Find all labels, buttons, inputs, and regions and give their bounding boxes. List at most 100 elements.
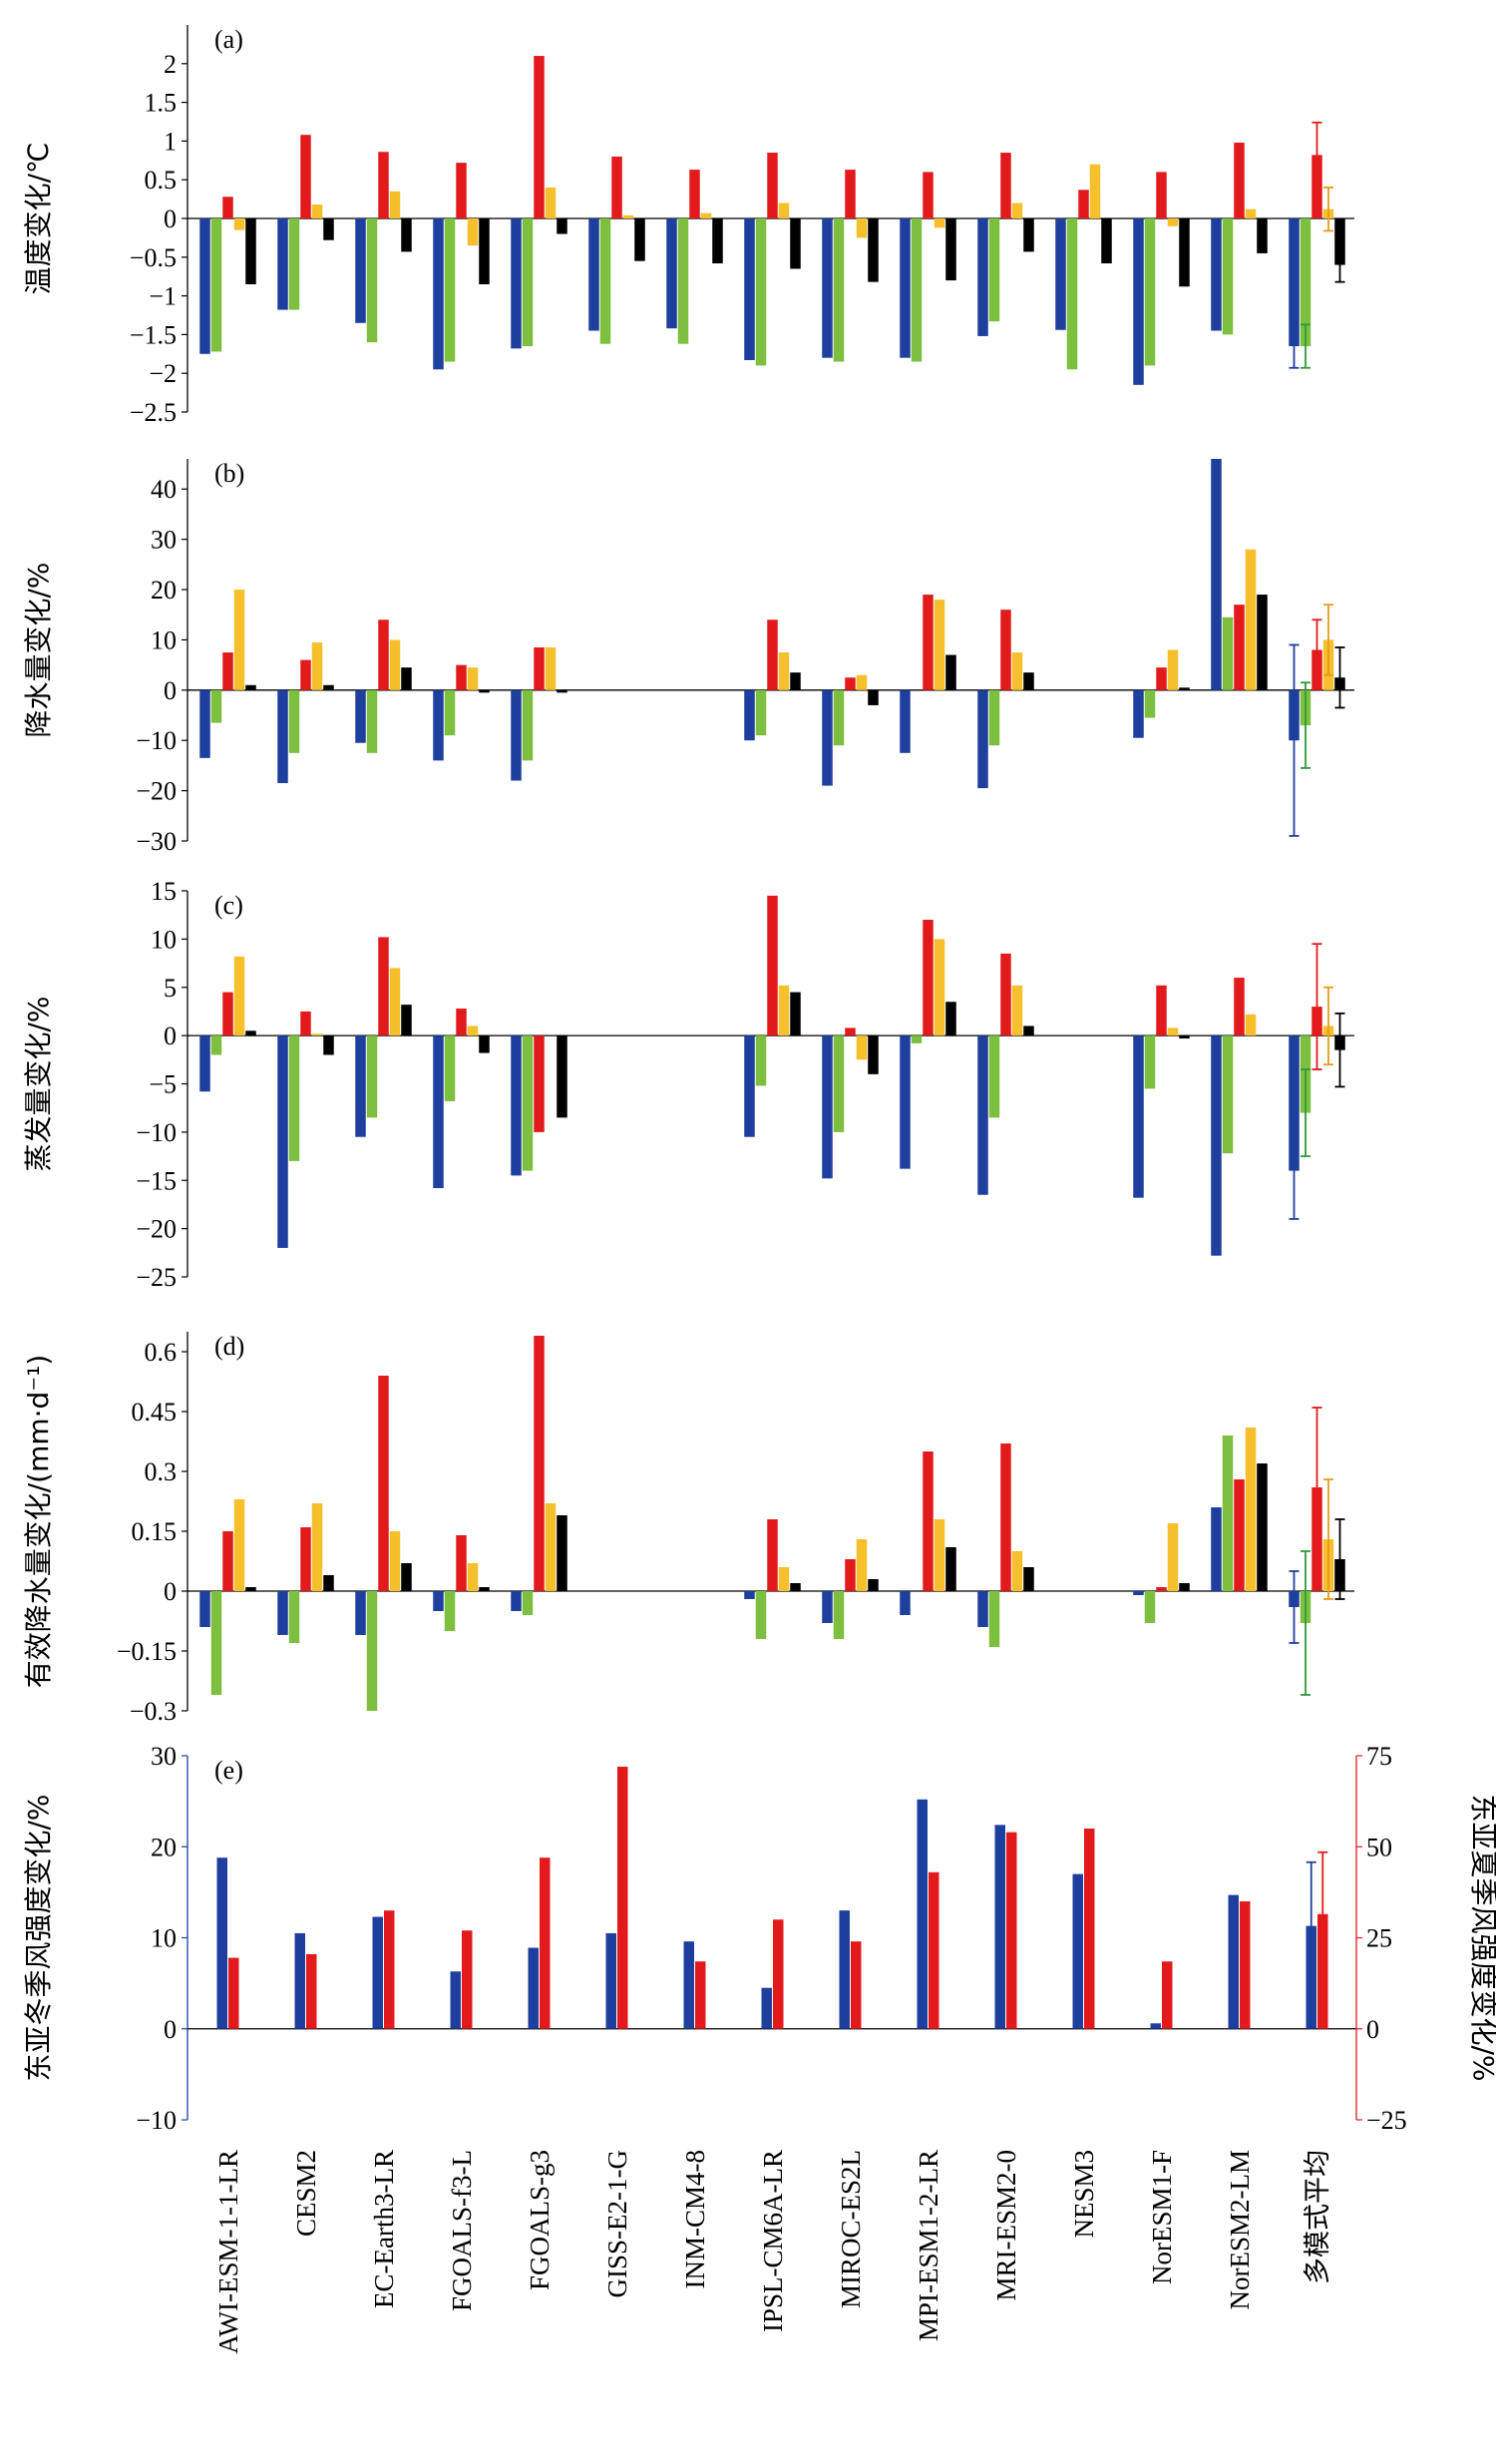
y-tick-label: −0.3 <box>130 1697 177 1726</box>
x-category-label: GISS-E2-1-G <box>602 2150 632 2298</box>
bar-yellow-1 <box>311 641 323 690</box>
bar-red-5 <box>611 156 622 218</box>
bar-green-4 <box>522 689 534 761</box>
y-tick-label: 2 <box>164 50 177 79</box>
x-category-label: INM-CM4-8 <box>680 2150 710 2289</box>
bar-red-11 <box>1078 190 1089 218</box>
bar-blue-3 <box>433 1591 444 1611</box>
bar-red-8 <box>845 1027 856 1036</box>
bar-black-1 <box>323 1575 334 1591</box>
bar-black-9 <box>945 654 956 690</box>
bar-yellow-2 <box>389 1531 401 1591</box>
bar-black-1 <box>323 1035 334 1055</box>
bar-green-13 <box>1222 1436 1234 1591</box>
bar-yellow-9 <box>934 939 945 1036</box>
bar-black-6 <box>712 218 723 264</box>
bar-blue-6 <box>666 218 677 329</box>
bar-yellow-9 <box>934 600 945 690</box>
bar-green-14 <box>1300 218 1311 347</box>
bar-red-2 <box>378 937 389 1036</box>
bar-red-9 <box>929 1871 939 2029</box>
bar-red-0 <box>228 1957 239 2029</box>
bar-red-6 <box>689 170 700 218</box>
y-tick-label: −10 <box>136 1118 177 1147</box>
bar-blue-1 <box>277 1591 288 1635</box>
bar-blue-12 <box>1133 218 1144 385</box>
y-tick-label: −10 <box>136 726 177 755</box>
panel-label: (b) <box>214 459 244 488</box>
bar-blue-7 <box>744 1591 755 1599</box>
bar-red-3 <box>456 163 467 218</box>
y-tick-label: 1 <box>164 127 177 156</box>
bar-green-8 <box>833 689 845 746</box>
bar-red-8 <box>845 1559 856 1591</box>
bar-blue-1 <box>277 218 288 310</box>
panel-b: 40 30 20 10 0 −10 −20 −30 (b) 降水量变化/% <box>22 459 1354 856</box>
bar-green-7 <box>755 218 767 366</box>
bar-red-0 <box>222 197 233 218</box>
bar-green-10 <box>988 1035 1000 1118</box>
bar-yellow-2 <box>389 639 401 690</box>
x-category-label: AWI-ESM-1-1-LR <box>213 2150 243 2354</box>
bar-red-1 <box>300 1527 311 1591</box>
bar-red-12 <box>1156 172 1167 218</box>
bar-red-12 <box>1156 1587 1167 1591</box>
y-tick-label: 30 <box>151 1742 177 1771</box>
bar-black-3 <box>479 1035 490 1053</box>
bar-green-8 <box>833 218 845 362</box>
x-category-label: NorESM1-F <box>1147 2150 1177 2284</box>
bar-blue-11 <box>1072 1873 1083 2029</box>
bar-yellow-12 <box>1167 649 1179 690</box>
bar-green-1 <box>288 218 300 310</box>
x-category-label: CESM2 <box>291 2150 321 2237</box>
y-tick-label: 0 <box>164 2015 177 2044</box>
bar-green-3 <box>444 689 456 736</box>
x-category-label: NESM3 <box>1069 2150 1099 2239</box>
bar-blue-0 <box>199 689 210 758</box>
y-tick-label: 20 <box>151 1833 177 1861</box>
bar-yellow-12 <box>1167 1523 1179 1591</box>
bar-red-7 <box>767 895 778 1036</box>
bar-black-2 <box>401 1563 412 1591</box>
panel-a: 2 1.5 1 0.5 0 −0.5 −1 −1.5 −2 −2.5 (a) 温度变化/℃ <box>22 25 1354 427</box>
bar-red-4 <box>534 646 545 690</box>
y-tick-label: 1.5 <box>145 89 178 118</box>
bar-black-0 <box>245 684 256 690</box>
bar-black-7 <box>790 1583 801 1591</box>
bar-yellow-9 <box>934 218 945 228</box>
x-category-label: FGOALS-g3 <box>525 2150 555 2290</box>
bar-blue-11 <box>1055 218 1066 330</box>
y-axis-label: 蒸发量变化/% <box>22 996 55 1171</box>
bar-red-1 <box>300 135 311 218</box>
bar-green-5 <box>599 218 611 344</box>
bar-blue-2 <box>355 1035 366 1137</box>
bar-blue-12 <box>1133 689 1144 738</box>
bar-blue-7 <box>744 1035 755 1137</box>
y-tick-label-right: 0 <box>1366 2015 1379 2044</box>
y-axis-label: 降水量变化/% <box>22 562 55 737</box>
bar-black-13 <box>1257 1463 1268 1591</box>
y-tick-label: 0.5 <box>145 166 178 195</box>
bar-yellow-13 <box>1245 1014 1257 1036</box>
bar-blue-14 <box>1289 1035 1300 1171</box>
bar-blue-9 <box>900 1591 911 1615</box>
bar-red-8 <box>845 677 856 690</box>
x-category-label: MRI-ESM2-0 <box>991 2150 1021 2301</box>
bar-green-12 <box>1144 1591 1156 1623</box>
y-tick-label-right: 75 <box>1366 1742 1392 1771</box>
x-category-label: 多模式平均 <box>1303 2150 1333 2284</box>
bar-red-4 <box>534 1336 545 1591</box>
bar-blue-7 <box>761 1987 772 2029</box>
y-tick-label: −5 <box>149 1070 177 1099</box>
bar-blue-10 <box>977 689 988 789</box>
bar-black-12 <box>1179 687 1190 690</box>
bar-yellow-12 <box>1167 1027 1179 1036</box>
bar-black-0 <box>245 218 256 284</box>
bar-black-2 <box>401 218 412 252</box>
bar-blue-12 <box>1133 1035 1144 1198</box>
bar-blue-2 <box>372 1916 383 2029</box>
bar-yellow-11 <box>1089 164 1101 218</box>
bar-yellow-3 <box>467 667 479 690</box>
y-tick-label: 0 <box>164 205 177 233</box>
y-tick-label: −2.5 <box>130 398 177 427</box>
